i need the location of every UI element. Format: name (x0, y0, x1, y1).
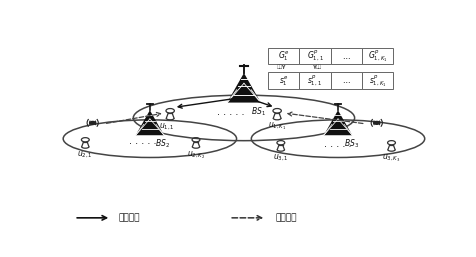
Bar (362, 48, 393, 65)
Circle shape (374, 122, 379, 124)
Bar (331, 72, 362, 89)
Text: $u_{1,1}$: $u_{1,1}$ (159, 121, 174, 132)
Bar (299, 48, 331, 65)
Polygon shape (227, 73, 261, 103)
Bar (331, 48, 362, 65)
Text: 编码: 编码 (276, 64, 282, 69)
Text: $G_1^e$: $G_1^e$ (278, 49, 289, 63)
Text: . . . . .: . . . . . (217, 107, 245, 117)
Text: $u_{2,1}$: $u_{2,1}$ (78, 150, 93, 160)
Polygon shape (136, 110, 164, 135)
Text: 干扰链路: 干扰链路 (275, 213, 297, 222)
Text: $BS_1$: $BS_1$ (251, 105, 266, 117)
Text: $BS_2$: $BS_2$ (155, 138, 170, 150)
Circle shape (90, 122, 95, 124)
Bar (362, 72, 393, 89)
Text: $u_{2,K_2}$: $u_{2,K_2}$ (187, 150, 205, 161)
Text: 编码: 编码 (316, 64, 322, 69)
Text: $\cdots$: $\cdots$ (342, 52, 351, 61)
Bar (299, 72, 331, 89)
Bar (268, 48, 299, 65)
Text: $u_{1,K_1}$: $u_{1,K_1}$ (268, 121, 287, 132)
Text: $s_{1,K_1}^p$: $s_{1,K_1}^p$ (369, 73, 387, 89)
Text: $s_{1,1}^p$: $s_{1,1}^p$ (307, 74, 322, 88)
Text: $BS_3$: $BS_3$ (344, 138, 358, 150)
Text: $\cdots$: $\cdots$ (342, 76, 351, 85)
Text: $u_{3,K_3}$: $u_{3,K_3}$ (382, 152, 401, 164)
Text: 数据链路: 数据链路 (119, 213, 140, 222)
Text: $G_{1,1}^p$: $G_{1,1}^p$ (307, 49, 323, 63)
Bar (268, 72, 299, 89)
Text: $u_{3,1}$: $u_{3,1}$ (273, 153, 289, 163)
Text: $G_{1,K_1}^p$: $G_{1,K_1}^p$ (368, 48, 387, 64)
Text: . . . . .: . . . . . (129, 136, 156, 146)
Polygon shape (324, 110, 352, 135)
Text: . . . . .: . . . . . (324, 139, 352, 149)
Text: $s_1^e$: $s_1^e$ (279, 74, 288, 88)
